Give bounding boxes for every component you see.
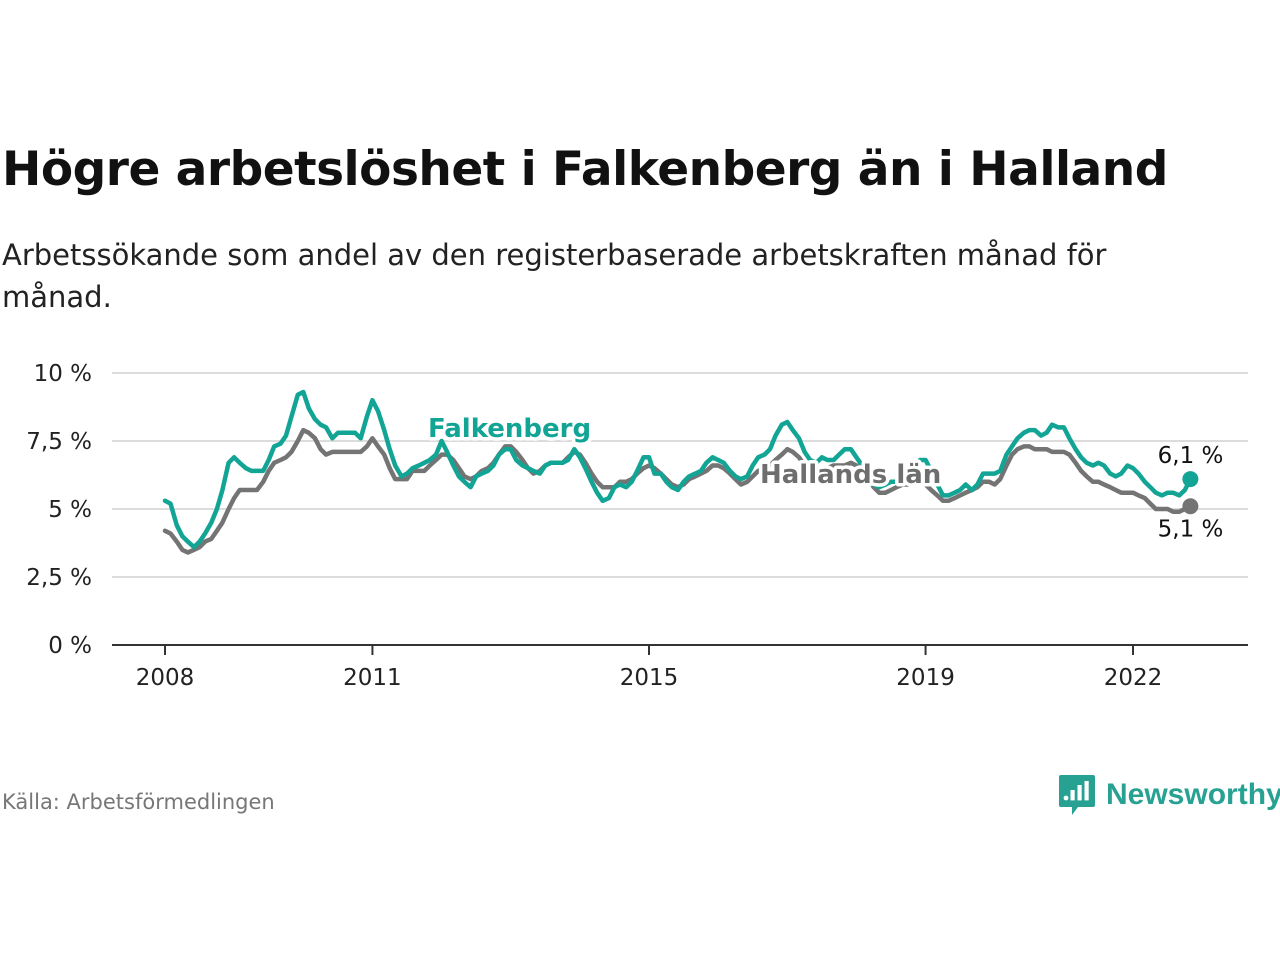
x-tick-label: 2011 xyxy=(343,665,402,691)
series-label-hallands-län: Hallands län xyxy=(760,460,941,490)
end-point-falkenberg xyxy=(1182,471,1199,488)
gridlines xyxy=(112,372,1248,578)
annotations: 6,1 % 5,1 % Falkenberg Hallands län xyxy=(425,411,1224,543)
x-tick-label: 2019 xyxy=(896,665,955,691)
x-tick-label: 2022 xyxy=(1104,665,1163,691)
series-label-falkenberg: Falkenberg xyxy=(428,414,591,444)
newsworthy-logo: Newsworthy xyxy=(1058,773,1280,817)
line-chart: 0 % 2,5 % 5 % 7,5 % 10 % 2008 2011 2015 2019 202… xyxy=(26,361,1248,691)
newsworthy-logo-icon xyxy=(1059,775,1095,815)
brand-name: Newsworthy xyxy=(1106,778,1280,811)
y-tick-label: 2,5 % xyxy=(26,565,92,591)
source-note: Källa: Arbetsförmedlingen xyxy=(2,790,275,814)
chart-title: Högre arbetslöshet i Falkenberg än i Hal… xyxy=(2,142,1168,197)
y-tick-label: 5 % xyxy=(48,497,92,523)
series-line-falkenberg xyxy=(162,389,1193,550)
x-tick-label: 2008 xyxy=(136,665,195,691)
end-value-label: 6,1 % xyxy=(1158,443,1224,469)
y-tick-label: 10 % xyxy=(34,361,92,387)
y-tick-label: 7,5 % xyxy=(26,429,92,455)
x-axis: 2008 2011 2015 2019 2022 xyxy=(112,644,1248,691)
series-lines xyxy=(162,389,1199,555)
end-point-hallands-län xyxy=(1182,498,1199,515)
chart-subtitle: Arbetssökande som andel av den registerb… xyxy=(2,238,1107,314)
y-tick-label: 0 % xyxy=(48,633,92,659)
end-value-label: 5,1 % xyxy=(1158,516,1224,542)
x-tick-label: 2015 xyxy=(620,665,679,691)
y-axis-labels: 0 % 2,5 % 5 % 7,5 % 10 % xyxy=(26,361,92,659)
